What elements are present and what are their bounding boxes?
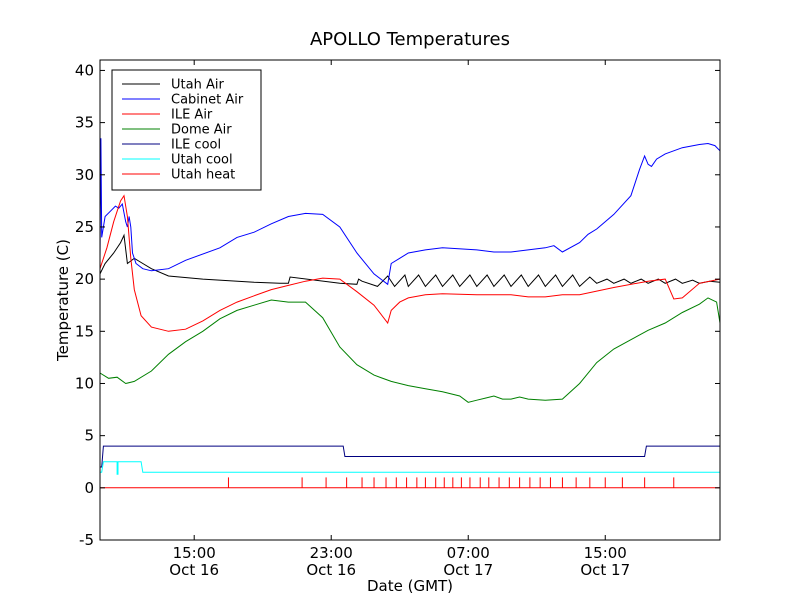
y-tick-label: 35 (75, 114, 94, 132)
y-tick-label: 0 (84, 479, 94, 497)
legend-label-ile-air: ILE Air (171, 108, 213, 123)
x-tick-label-date: Oct 17 (443, 561, 493, 579)
legend-label-ile-cool: ILE cool (171, 138, 221, 153)
x-tick-label-date: Oct 17 (580, 561, 630, 579)
x-tick-label-time: 23:00 (310, 544, 353, 562)
x-axis-label: Date (GMT) (367, 577, 453, 595)
legend-label-utah-heat: Utah heat (171, 168, 235, 183)
y-tick-label: 5 (84, 427, 94, 445)
x-tick-label-time: 15:00 (173, 544, 216, 562)
legend-label-cabinet-air: Cabinet Air (171, 93, 244, 108)
y-tick-label: 30 (75, 166, 94, 184)
y-axis-label: Temperature (C) (54, 239, 72, 362)
x-tick-label-date: Oct 16 (169, 561, 219, 579)
series-line-ile-cool (100, 445, 720, 468)
y-tick-label: 20 (75, 270, 94, 288)
legend-label-utah-air: Utah Air (171, 78, 224, 93)
y-tick-label: -5 (79, 531, 94, 549)
legend-label-dome-air: Dome Air (171, 123, 232, 138)
chart-title: APOLLO Temperatures (310, 29, 510, 50)
plot-frame (99, 59, 721, 541)
series-line-utah-cool (100, 461, 720, 475)
y-tick-label: 10 (75, 374, 94, 392)
y-tick-label: 25 (75, 218, 94, 236)
y-tick-label: 40 (75, 61, 94, 79)
x-tick-label-time: 15:00 (584, 544, 627, 562)
y-tick-label: 15 (75, 322, 94, 340)
series-line-utah-air (99, 233, 721, 288)
x-tick-label-time: 07:00 (447, 544, 490, 562)
legend-label-utah-cool: Utah cool (171, 153, 233, 168)
x-tick-label-date: Oct 16 (306, 561, 356, 579)
series-layer (99, 138, 721, 489)
series-line-ile-air (99, 194, 721, 332)
series-line-dome-air (99, 297, 721, 403)
legend-box (111, 69, 262, 191)
